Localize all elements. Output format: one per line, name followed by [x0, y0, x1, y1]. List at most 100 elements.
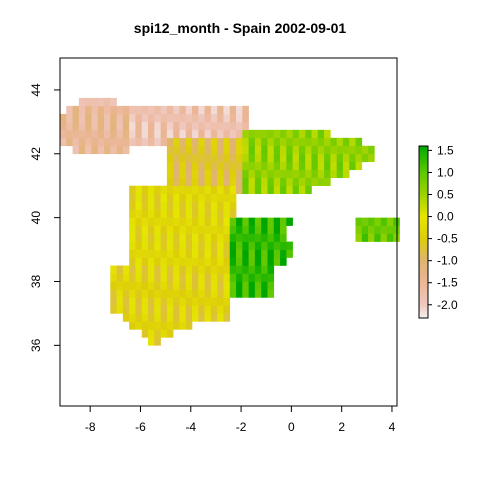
raster-cell	[166, 265, 174, 274]
raster-cell	[122, 113, 130, 123]
raster-cell	[135, 137, 143, 147]
raster-cell	[91, 129, 99, 139]
raster-cell	[261, 249, 268, 258]
raster-cell	[110, 137, 117, 147]
raster-cell	[185, 313, 193, 322]
raster-cell	[223, 129, 231, 139]
raster-cell	[305, 129, 312, 139]
raster-cell	[204, 161, 212, 171]
raster-cell	[173, 273, 180, 282]
raster-cell	[122, 121, 130, 131]
raster-cell	[135, 297, 143, 306]
raster-cell	[110, 289, 117, 298]
raster-cell	[305, 169, 312, 179]
raster-cell	[355, 225, 363, 234]
raster-cell	[236, 105, 243, 115]
raster-cell	[317, 161, 325, 171]
raster-cell	[324, 145, 331, 155]
raster-cell	[179, 313, 187, 322]
raster-cell	[229, 185, 237, 194]
raster-cell	[204, 225, 212, 234]
raster-cell	[229, 201, 237, 210]
raster-cell	[129, 273, 136, 282]
raster-cell	[91, 97, 99, 107]
raster-cell	[273, 153, 281, 163]
raster-cell	[273, 225, 281, 234]
raster-cell	[248, 153, 256, 163]
raster-cell	[166, 201, 174, 210]
raster-cell	[116, 297, 124, 306]
raster-cell	[148, 137, 155, 147]
colorbar-swatch	[419, 163, 428, 167]
raster-cell	[292, 153, 300, 163]
raster-cell	[66, 121, 73, 131]
raster-cell	[261, 145, 268, 155]
raster-cell	[217, 217, 224, 226]
raster-cell	[91, 105, 99, 115]
raster-cell	[154, 201, 161, 210]
raster-cell	[198, 209, 205, 218]
raster-cell	[148, 249, 155, 258]
raster-cell	[368, 145, 375, 155]
raster-cell	[261, 217, 268, 226]
raster-cell	[336, 145, 344, 155]
raster-cell	[229, 105, 237, 115]
raster-cell	[129, 121, 136, 131]
raster-cell	[141, 321, 149, 330]
raster-cell	[141, 233, 149, 242]
raster-cell	[185, 105, 193, 115]
y-tick-label: 36	[29, 338, 43, 352]
raster-cell	[386, 217, 394, 226]
raster-cell	[267, 129, 275, 139]
raster-cell	[129, 321, 136, 330]
raster-cell	[110, 97, 117, 107]
colorbar-swatch	[419, 260, 428, 264]
raster-cell	[254, 169, 262, 179]
raster-cell	[242, 169, 249, 179]
raster-cell	[192, 209, 199, 218]
raster-cell	[85, 137, 92, 147]
colorbar-swatch	[419, 249, 428, 253]
raster-cell	[97, 121, 105, 131]
raster-cell	[267, 185, 275, 194]
raster-cell	[210, 185, 218, 194]
raster-cell	[280, 241, 287, 250]
raster-cell	[204, 185, 212, 194]
raster-cell	[286, 217, 293, 226]
raster-cell	[173, 145, 180, 155]
raster-cell	[223, 193, 231, 202]
raster-cell	[141, 193, 149, 202]
raster-cell	[267, 225, 275, 234]
raster-cell	[185, 321, 193, 330]
raster-cell	[273, 185, 281, 194]
raster-cell	[192, 193, 199, 202]
raster-cell	[198, 233, 205, 242]
plot-title: spi12_month - Spain 2002-09-01	[133, 20, 347, 36]
raster-cell	[267, 177, 275, 187]
raster-cell	[267, 145, 275, 155]
raster-cell	[154, 193, 161, 202]
raster-cell	[273, 145, 281, 155]
raster-cell	[154, 289, 161, 298]
raster-cell	[141, 305, 149, 314]
raster-cell	[122, 305, 130, 314]
colorbar-tick-label: -2.0	[437, 298, 458, 312]
x-tick-label: -8	[85, 420, 96, 434]
raster-cell	[229, 241, 237, 250]
raster-cell	[254, 145, 262, 155]
y-tick-label: 38	[29, 274, 43, 288]
raster-cell	[342, 169, 350, 179]
raster-cell	[135, 113, 143, 123]
raster-cell	[336, 161, 344, 171]
raster-cell	[148, 225, 155, 234]
raster-cell	[336, 169, 344, 179]
raster-cell	[173, 105, 180, 115]
raster-cell	[185, 209, 193, 218]
raster-cell	[110, 145, 117, 155]
raster-cell	[78, 145, 86, 155]
spi-raster	[60, 97, 400, 346]
raster-cell	[273, 257, 281, 266]
raster-cell	[110, 129, 117, 139]
raster-cell	[280, 169, 287, 179]
raster-cell	[179, 105, 187, 115]
